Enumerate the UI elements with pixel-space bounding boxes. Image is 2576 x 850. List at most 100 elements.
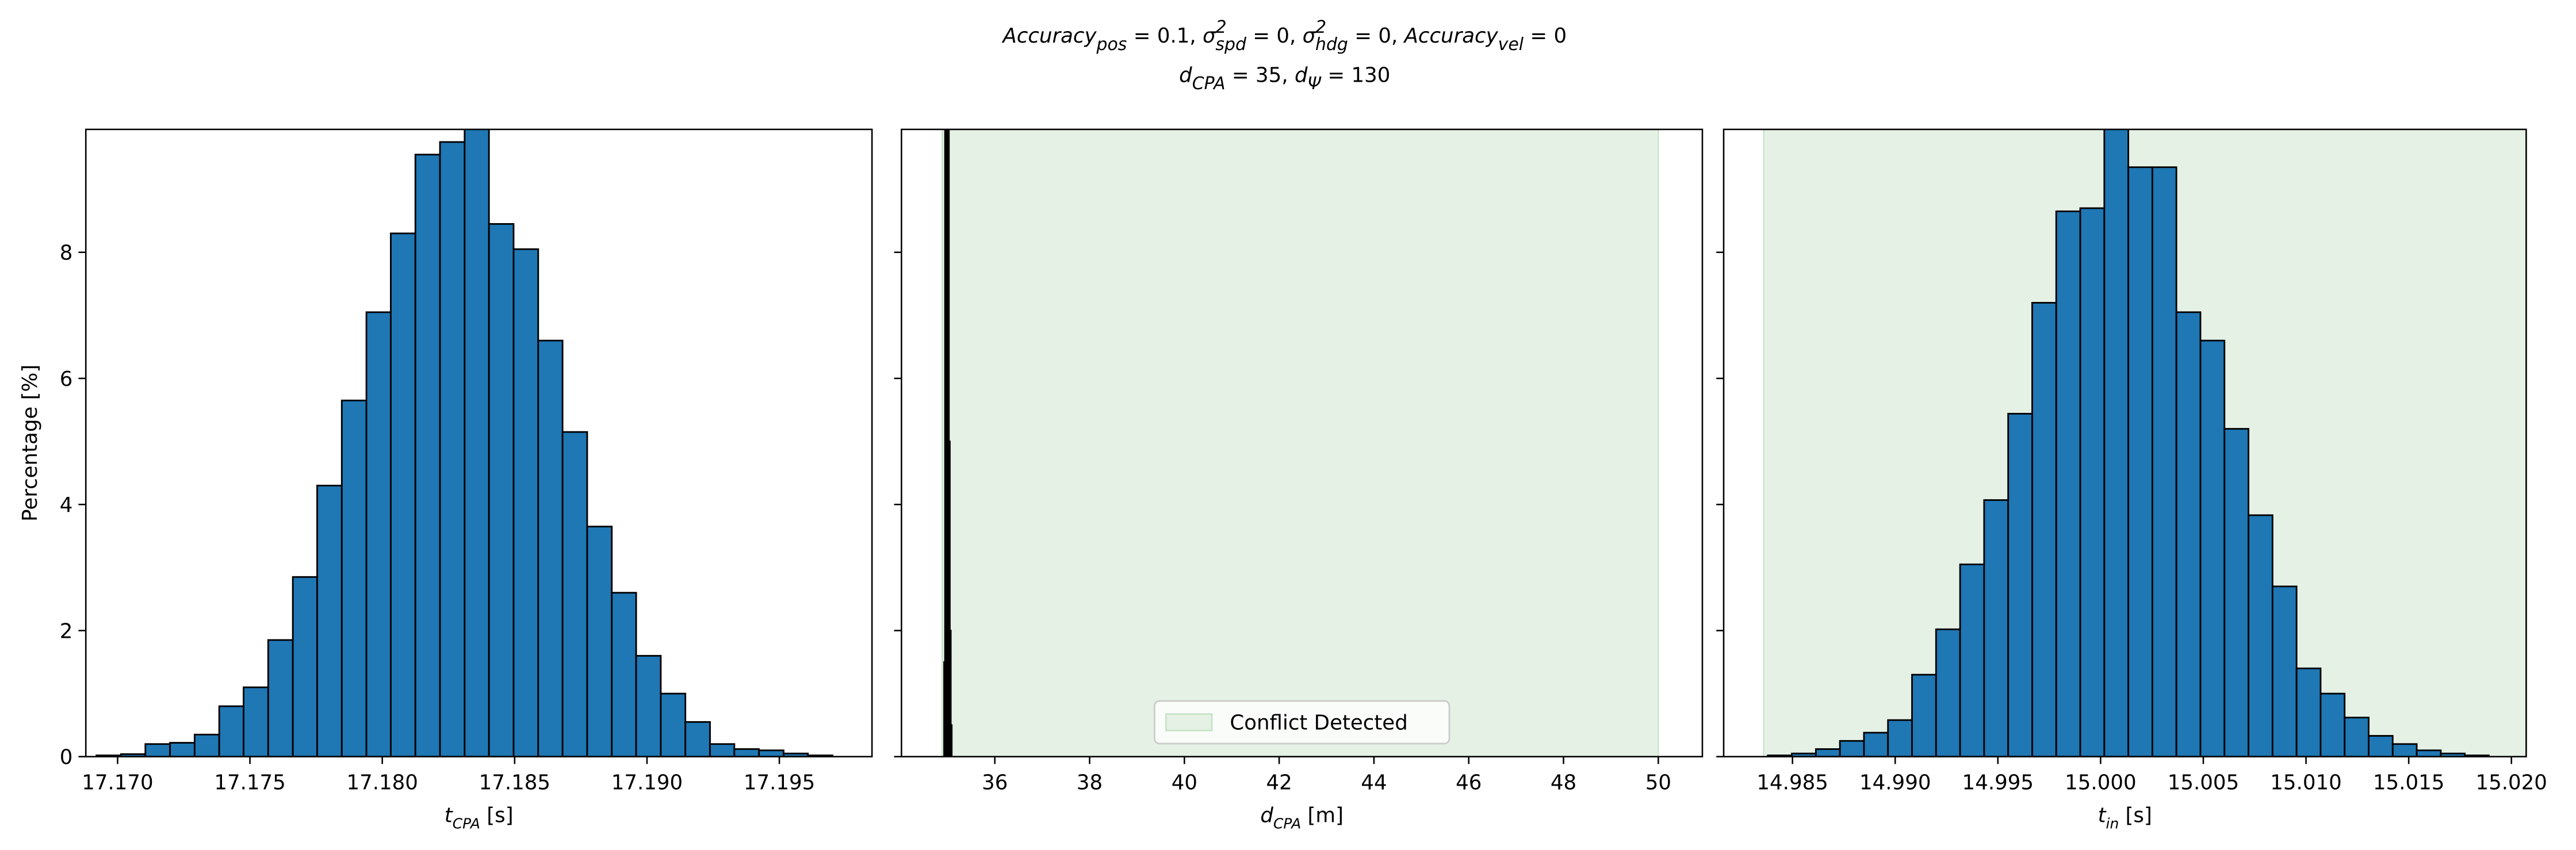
bar: [2031, 302, 2057, 757]
y-tick-label: 8: [60, 242, 73, 265]
bar: [2103, 129, 2130, 757]
x-tick-label: 44: [1361, 771, 1387, 795]
x-tick-label: 17.195: [744, 771, 816, 795]
text-part: = 130: [1321, 63, 1390, 87]
x-tick-label: 17.185: [479, 771, 551, 795]
rich-text: Accuracypos = 0.1, σ2 spd = 0, σ2 hdg = 0,…: [1001, 17, 1567, 55]
text-part: hdg: [1315, 35, 1348, 55]
bar: [709, 743, 736, 757]
rich-text: dCPA [m]: [1260, 804, 1343, 832]
x-tick-label: 17.190: [611, 771, 683, 795]
plot-area: [95, 129, 834, 757]
text-part: d: [1260, 804, 1273, 828]
text-part: [s]: [480, 804, 514, 828]
bar: [2295, 667, 2322, 757]
bar: [2055, 210, 2081, 757]
text-part: 2: [1216, 17, 1227, 37]
axes-frame: [85, 128, 873, 757]
x-tick-label: 17.180: [346, 771, 418, 795]
text-part: = 0,: [1246, 24, 1303, 48]
x-tick-label: 14.995: [1962, 771, 2034, 795]
text-part: CPA: [1192, 74, 1226, 94]
x-tick-label: 36: [982, 771, 1008, 795]
text-part: t: [2098, 804, 2107, 828]
bar: [488, 223, 515, 757]
bar: [414, 154, 441, 757]
legend-swatch: [1165, 713, 1213, 732]
bar: [2007, 412, 2033, 757]
bar: [243, 686, 269, 757]
bar: [144, 743, 171, 757]
text-part: [m]: [1301, 804, 1343, 828]
x-tick-label: 15.000: [2065, 771, 2137, 795]
legend-label: Conflict Detected: [1230, 711, 1407, 735]
bar: [1935, 628, 1961, 757]
x-tick-label: 50: [1645, 771, 1671, 795]
bar: [1887, 719, 1913, 757]
bar: [2416, 749, 2442, 757]
y-tick-label: 6: [60, 367, 73, 391]
bar: [1959, 563, 1985, 757]
rich-text: tin [s]: [2098, 804, 2152, 832]
bar: [267, 639, 294, 757]
bar: [365, 311, 392, 757]
bar: [2079, 207, 2106, 757]
bar: [1839, 740, 1865, 757]
text-part: CPA: [1273, 815, 1301, 832]
y-axis-label: Percentage [%]: [18, 365, 42, 522]
bar: [1983, 499, 2009, 757]
y-tick-label: 4: [60, 493, 73, 517]
bar: [2271, 585, 2298, 757]
text-part: = 0,: [1348, 24, 1404, 48]
plot-area: [941, 129, 1659, 757]
bar: [2199, 339, 2226, 757]
bar: [660, 692, 687, 757]
text-part: [s]: [2119, 804, 2152, 828]
bar: [2127, 166, 2153, 757]
text-part: d: [1295, 63, 1308, 87]
x-tick-label: 14.990: [1859, 771, 1931, 795]
bar: [611, 592, 637, 757]
x-tick-label: 42: [1266, 771, 1292, 795]
bar: [2175, 311, 2202, 757]
bar: [292, 576, 318, 757]
bar: [316, 484, 343, 757]
bar: [586, 526, 613, 757]
x-tick-label: 15.005: [2168, 771, 2239, 795]
text-part: spd: [1215, 35, 1247, 55]
bar: [439, 141, 466, 757]
bar: [2391, 743, 2418, 757]
axes-frame: [901, 128, 1704, 757]
bar: [1863, 732, 1889, 757]
bar: [2344, 717, 2370, 757]
x-tick-label: 17.175: [214, 771, 286, 795]
rich-text: dCPA = 35, dΨ = 130: [1179, 63, 1390, 94]
bar: [733, 748, 760, 757]
text-part: = 35,: [1226, 63, 1295, 87]
text-part: CPA: [453, 815, 480, 832]
text-part: 2: [1315, 17, 1326, 37]
bar: [537, 339, 564, 757]
axes-frame: [1723, 128, 2527, 757]
bar: [758, 749, 784, 757]
bar: [950, 724, 953, 757]
bar: [684, 721, 711, 757]
bar: [635, 654, 662, 757]
text-part: t: [445, 804, 454, 828]
legend-box: [1153, 700, 1450, 745]
text-part: = 0: [1524, 24, 1567, 48]
bar: [512, 248, 539, 757]
x-tick-label: 48: [1551, 771, 1576, 795]
y-tick-label: 0: [60, 745, 73, 769]
text-part: = 0.1,: [1127, 24, 1203, 48]
x-tick-label: 15.010: [2270, 771, 2341, 795]
bar: [2223, 428, 2249, 757]
text-part: pos: [1096, 35, 1127, 55]
x-tick-label: 46: [1456, 771, 1482, 795]
x-tick-label: 38: [1077, 771, 1103, 795]
bar: [2248, 514, 2273, 757]
text-part: d: [1179, 63, 1192, 87]
x-tick-label: 14.985: [1756, 771, 1828, 795]
x-tick-label: 15.015: [2373, 771, 2445, 795]
